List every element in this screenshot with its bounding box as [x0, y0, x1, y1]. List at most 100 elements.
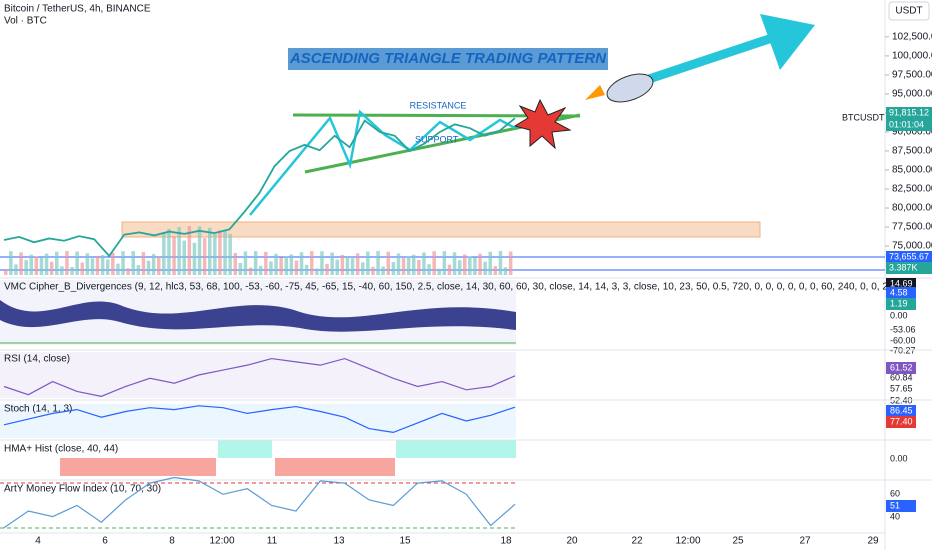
- volume-bar: [106, 259, 110, 275]
- level-label: 57.65: [890, 383, 913, 393]
- volume-bar: [162, 232, 166, 275]
- volume-bar: [401, 258, 406, 275]
- y-tick-label: 75,000.00: [892, 241, 932, 252]
- volume-bar: [218, 230, 222, 275]
- volume-bar: [320, 251, 324, 275]
- volume-bar: [49, 261, 54, 275]
- level-label: -60.00: [890, 335, 916, 345]
- volume-bar: [95, 255, 100, 275]
- indicator-line: [3, 476, 516, 529]
- currency[interactable]: USDT: [895, 6, 922, 17]
- x-tick-label: 8: [169, 536, 175, 547]
- volume-bar: [289, 254, 294, 275]
- zigzag: [249, 109, 516, 216]
- symbol: Bitcoin / TetherUS, 4h, BINANCE: [4, 4, 151, 15]
- hist: [218, 440, 272, 458]
- x-tick-label: 12:00: [209, 536, 234, 547]
- x-tick-label: 11: [267, 536, 278, 547]
- volume-bar: [141, 252, 146, 275]
- volume-bar: [85, 253, 90, 275]
- level-label: 0.00: [890, 310, 908, 320]
- volume-bar: [274, 253, 278, 275]
- volume-bar: [253, 251, 258, 275]
- volume-bar: [24, 260, 28, 275]
- volume-bar: [126, 268, 130, 275]
- x-tick-label: 18: [500, 536, 512, 547]
- volume-bar: [310, 251, 314, 275]
- indicator-name: HMA+ Hist (close, 40, 44): [4, 444, 118, 455]
- volume-bar: [213, 234, 217, 275]
- volume-bar: [182, 240, 186, 275]
- volume-bar: [386, 251, 390, 275]
- explosion: [513, 98, 572, 150]
- volume-bar: [19, 252, 23, 275]
- volume-bar: [473, 257, 477, 275]
- price-label: 73,655.67: [889, 251, 929, 261]
- decor: [0, 14, 885, 529]
- volume-bar: [432, 251, 436, 275]
- volume-bar: [366, 251, 370, 275]
- currency-button[interactable]: [888, 1, 930, 21]
- volume-bar: [340, 254, 345, 275]
- y-tick-label: 95,000.00: [892, 89, 932, 100]
- volume-bar: [422, 252, 426, 275]
- indicator-line: [3, 405, 516, 434]
- hist: [396, 440, 516, 458]
- volume-bar: [355, 253, 360, 275]
- indicator-name: ArtY Money Flow Index (10, 70, 30): [4, 484, 161, 495]
- x-tick-label: 6: [102, 536, 108, 547]
- volume-bar: [391, 262, 396, 275]
- rocket-flame: [585, 85, 605, 100]
- level-tag: [886, 287, 916, 299]
- volume-bar: [493, 266, 498, 275]
- price-tag: [886, 251, 932, 263]
- hist: [60, 458, 216, 476]
- volume-bar: [177, 226, 181, 275]
- x-tick-label: 25: [732, 536, 744, 547]
- price-line: [3, 117, 516, 258]
- volume-bar: [248, 267, 253, 275]
- y-tick-label: 102,500.00: [892, 32, 932, 43]
- volume-bar: [136, 265, 141, 275]
- pane-bg: [0, 352, 516, 398]
- volume-bar: [223, 230, 227, 275]
- price-label: BTCUSDT: [842, 112, 885, 122]
- volume-bar: [157, 256, 161, 275]
- pane-bg: [0, 404, 516, 438]
- volume-bar: [80, 262, 84, 275]
- volume-bar: [294, 260, 299, 275]
- x-tick-label: 15: [399, 536, 411, 547]
- y-tick-label: 100,000.00: [892, 51, 932, 62]
- x-tick-label: 12:00: [675, 536, 700, 547]
- volume-bar: [238, 263, 243, 275]
- volume-bar: [437, 268, 441, 275]
- volume-bar: [233, 252, 237, 275]
- price-tag: [886, 107, 932, 119]
- volume-bar: [417, 259, 421, 275]
- volume-bar: [75, 251, 79, 275]
- level-label: 86.45: [890, 405, 913, 415]
- arrow-head: [760, 14, 815, 70]
- volume-bar: [508, 251, 513, 275]
- volume-bar: [478, 253, 482, 275]
- volume-bar: [371, 266, 375, 275]
- level-label: 77.40: [890, 416, 913, 426]
- volume-bar: [90, 258, 95, 275]
- volume-bar: [284, 256, 288, 275]
- indicator-name: VMC Cipher_B_Divergences (9, 12, hlc3, 5…: [4, 282, 902, 293]
- volume-bar: [65, 251, 69, 275]
- level-label: 60.84: [890, 372, 913, 382]
- y-tick-label: 77,500.00: [892, 222, 932, 233]
- volume-bar: [304, 264, 309, 275]
- volume-bar: [34, 256, 39, 275]
- annotation: RESISTANCE: [410, 100, 467, 110]
- volume-bar: [197, 226, 202, 275]
- volume-bar: [192, 242, 197, 275]
- level-label: 0.00: [890, 453, 908, 463]
- volume-bar: [39, 257, 44, 275]
- x-tick-label: 22: [631, 536, 643, 547]
- volume-bar: [447, 264, 452, 275]
- volume-bar: [146, 260, 151, 275]
- x-tick-label: 27: [799, 536, 811, 547]
- zone: [121, 221, 761, 238]
